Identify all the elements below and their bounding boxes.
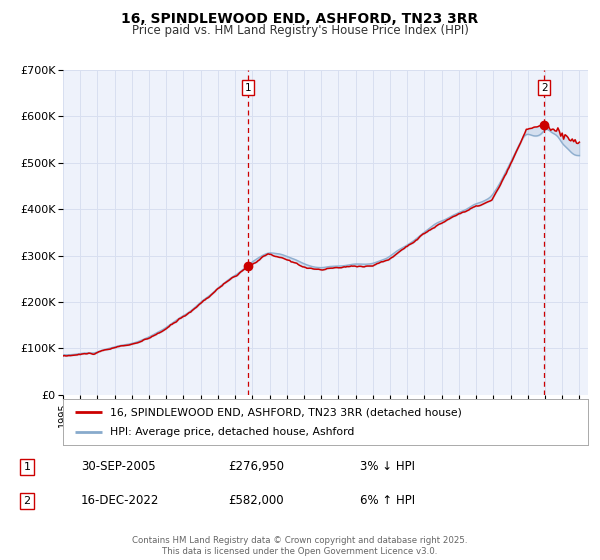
Text: 6% ↑ HPI: 6% ↑ HPI bbox=[360, 494, 415, 507]
Text: 2: 2 bbox=[541, 83, 548, 93]
Text: Contains HM Land Registry data © Crown copyright and database right 2025.
This d: Contains HM Land Registry data © Crown c… bbox=[132, 536, 468, 556]
Text: Price paid vs. HM Land Registry's House Price Index (HPI): Price paid vs. HM Land Registry's House … bbox=[131, 24, 469, 36]
Text: HPI: Average price, detached house, Ashford: HPI: Average price, detached house, Ashf… bbox=[110, 427, 355, 437]
Text: £582,000: £582,000 bbox=[228, 494, 284, 507]
Text: 16, SPINDLEWOOD END, ASHFORD, TN23 3RR: 16, SPINDLEWOOD END, ASHFORD, TN23 3RR bbox=[121, 12, 479, 26]
Text: 1: 1 bbox=[245, 83, 251, 93]
Text: 16, SPINDLEWOOD END, ASHFORD, TN23 3RR (detached house): 16, SPINDLEWOOD END, ASHFORD, TN23 3RR (… bbox=[110, 407, 462, 417]
Text: 3% ↓ HPI: 3% ↓ HPI bbox=[360, 460, 415, 473]
Text: £276,950: £276,950 bbox=[228, 460, 284, 473]
Text: 2: 2 bbox=[23, 496, 31, 506]
Text: 16-DEC-2022: 16-DEC-2022 bbox=[81, 494, 160, 507]
Text: 30-SEP-2005: 30-SEP-2005 bbox=[81, 460, 155, 473]
Text: 1: 1 bbox=[23, 462, 31, 472]
